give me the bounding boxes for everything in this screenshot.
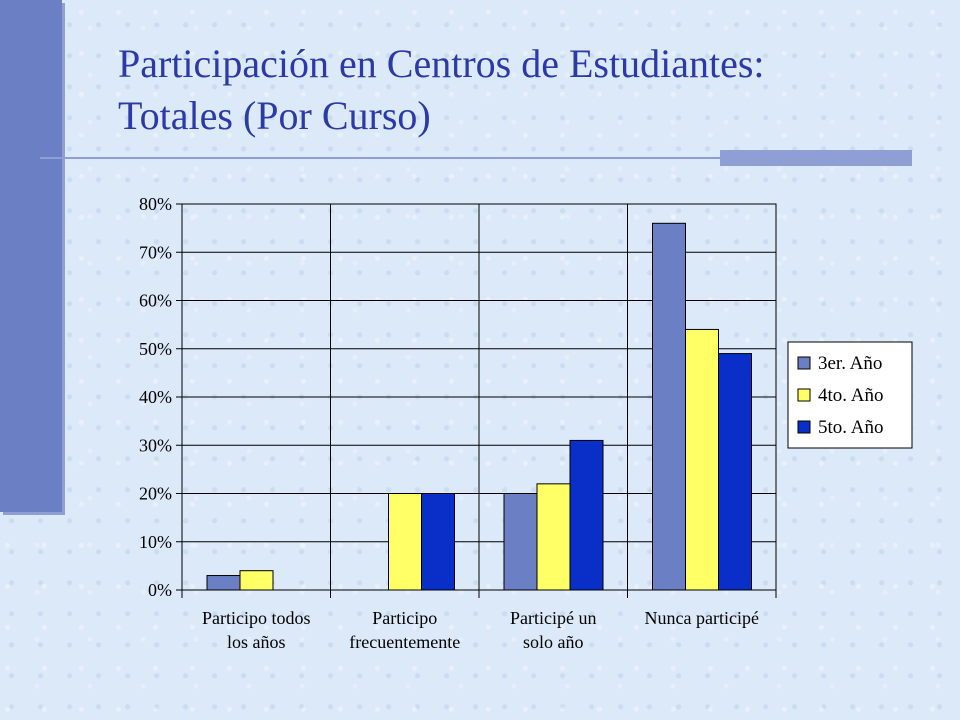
title-line-2: Totales (Por Curso) bbox=[118, 93, 431, 138]
bar bbox=[685, 328, 719, 591]
y-tick-label: 20% bbox=[139, 484, 172, 504]
bar bbox=[421, 493, 455, 591]
bar bbox=[536, 483, 571, 591]
legend-label: 3er. Año bbox=[818, 353, 882, 374]
title-underline bbox=[40, 157, 912, 159]
y-tick-label: 80% bbox=[139, 194, 172, 214]
legend-swatch bbox=[797, 356, 811, 370]
bar bbox=[569, 439, 604, 591]
bar bbox=[652, 222, 686, 591]
bar bbox=[388, 493, 422, 591]
y-tick-label: 10% bbox=[139, 532, 172, 552]
left-accent-bar bbox=[0, 0, 62, 512]
y-tick-label: 60% bbox=[139, 291, 172, 311]
bar bbox=[503, 493, 538, 591]
x-tick-label: frecuentemente bbox=[349, 632, 460, 652]
bar bbox=[239, 570, 274, 591]
bar bbox=[718, 353, 752, 591]
y-tick-label: 30% bbox=[139, 435, 172, 455]
y-tick-label: 0% bbox=[148, 580, 172, 600]
x-tick-label: Nunca participé bbox=[645, 608, 759, 628]
x-tick-label: Participo bbox=[372, 608, 437, 628]
title-underline-accent bbox=[720, 150, 912, 166]
bar bbox=[206, 575, 241, 591]
x-tick-label: Participo todos bbox=[202, 608, 311, 628]
title-line-1: Participación en Centros de Estudiantes: bbox=[118, 41, 765, 86]
x-tick-label: Participé un bbox=[510, 608, 596, 628]
legend-label: 4to. Año bbox=[818, 385, 883, 406]
legend-swatch bbox=[797, 388, 811, 402]
x-tick-label: los años bbox=[227, 632, 286, 652]
y-tick-label: 50% bbox=[139, 339, 172, 359]
y-tick-label: 70% bbox=[139, 242, 172, 262]
y-tick-label: 40% bbox=[139, 387, 172, 407]
slide-title: Participación en Centros de Estudiantes:… bbox=[118, 38, 938, 142]
x-tick-label: solo año bbox=[523, 632, 584, 652]
legend-swatch bbox=[797, 420, 811, 434]
legend-label: 5to. Año bbox=[818, 417, 883, 438]
